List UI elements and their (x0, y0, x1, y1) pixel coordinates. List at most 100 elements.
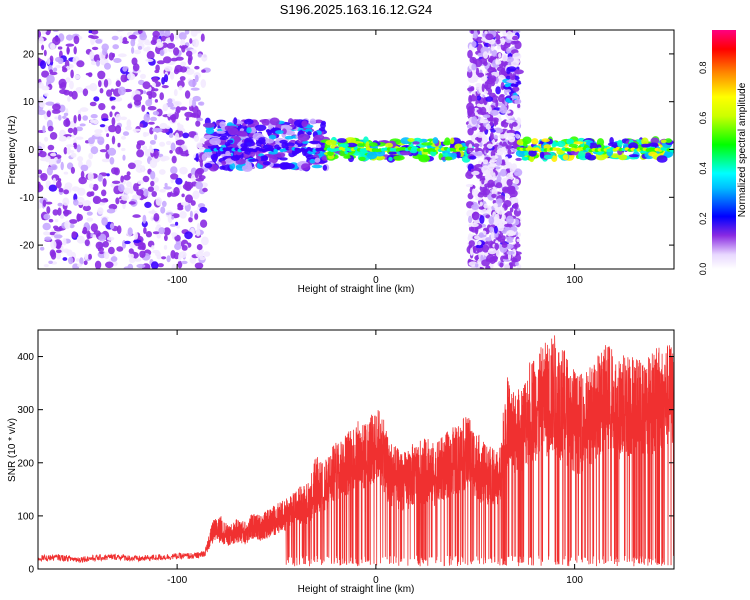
spectrogram-cell (469, 56, 477, 64)
spectrogram-cell (219, 165, 226, 170)
spectrogram-cell (470, 247, 474, 256)
spectrogram-cell (65, 43, 75, 47)
spectrogram-cell (284, 130, 296, 136)
spectrogram-cell (128, 253, 134, 259)
spectrogram-cell (49, 55, 54, 63)
spectrogram-cell (101, 189, 107, 197)
spectrogram-cell (161, 200, 167, 207)
spectrogram-cell (126, 119, 132, 128)
spectrogram-cell (470, 86, 475, 91)
spectrogram-cell (476, 131, 485, 138)
spectrogram-cell (106, 208, 116, 214)
spectrogram-ytick-label: 10 (23, 97, 35, 108)
spectrogram-cell (79, 107, 89, 112)
spectrogram-cell (500, 59, 508, 67)
spectrogram-cell (169, 149, 173, 154)
spectrogram-cell (327, 151, 334, 156)
spectrogram-cell (307, 131, 312, 136)
spectrogram-cell (485, 33, 494, 41)
spectrogram-cell (508, 188, 514, 195)
spectrogram-cell (148, 93, 153, 100)
spectrogram-cell (275, 130, 284, 135)
spectrogram-cell (189, 38, 193, 44)
spectrogram-marks (38, 30, 674, 269)
spectrogram-cell (68, 91, 74, 97)
spectrogram-cell (63, 112, 69, 116)
spectrogram-cell (69, 150, 75, 153)
spectrogram-cell (77, 235, 85, 242)
spectrogram-cell (55, 241, 62, 250)
spectrogram-cell (512, 40, 520, 44)
spectrogram-cell (50, 240, 57, 249)
spectrogram-cell (513, 168, 523, 177)
spectrogram-cell (171, 155, 177, 164)
spectrogram-cell (133, 239, 142, 244)
spectrogram-cell (279, 139, 288, 144)
spectrogram-cell (151, 191, 157, 197)
spectrogram-cell (46, 110, 51, 118)
spectrogram-cell (479, 119, 489, 124)
snr-xtick-label: 0 (373, 575, 379, 586)
spectrogram-cell (498, 52, 502, 59)
spectrogram-cell (531, 138, 539, 145)
spectrogram-cell (195, 30, 202, 34)
spectrogram-cell (179, 66, 188, 73)
spectrogram-cell (236, 130, 248, 137)
spectrogram-cell (128, 248, 134, 254)
spectrogram-cell (71, 186, 80, 192)
spectrogram-cell (506, 230, 515, 237)
spectrogram-cell (500, 37, 506, 46)
spectrogram-cell (44, 236, 52, 241)
spectrogram-cell (511, 30, 521, 34)
spectrogram-cell (60, 161, 64, 171)
spectrogram-cell (73, 127, 78, 136)
spectrogram-cell (176, 224, 181, 229)
spectrogram-cell (97, 70, 106, 80)
spectrogram-cell (283, 162, 290, 169)
spectrogram-cell (618, 154, 628, 161)
spectrogram-cell (136, 140, 146, 146)
snr-ylabel: SNR (10 * v/v) (7, 418, 18, 482)
spectrogram-cell (478, 232, 484, 239)
spectrogram-cell (77, 156, 84, 162)
spectrogram-cell (471, 63, 477, 71)
spectrogram-cell (385, 142, 393, 148)
spectrogram-cell (150, 170, 156, 180)
spectrogram-cell (487, 179, 495, 188)
spectrogram-cell (134, 231, 139, 241)
spectrogram-cell (71, 231, 77, 239)
spectrogram-cell (195, 120, 201, 127)
spectrogram-cell (314, 119, 323, 124)
spectrogram-cell (133, 49, 142, 55)
spectrogram-cell (106, 89, 113, 97)
spectrogram-cell (98, 233, 107, 242)
spectrogram-cell (495, 58, 499, 65)
spectrogram-cell (200, 219, 208, 228)
spectrogram-cell (134, 258, 142, 262)
spectrogram-cell (147, 106, 157, 111)
spectrogram-cell (142, 175, 150, 183)
spectrogram-cell (170, 72, 175, 80)
spectrogram-cell (169, 32, 175, 42)
spectrogram-cell (248, 158, 259, 162)
spectrogram-cell (505, 119, 515, 124)
spectrogram-cell (47, 144, 55, 151)
spectrogram-cell (153, 213, 160, 222)
snr-panel: -100 0 100 0 100 200 300 400 Height of straight… (7, 329, 675, 595)
spectrogram-cell (132, 214, 141, 218)
spectrogram-cell (510, 95, 520, 99)
spectrogram-cell (489, 120, 494, 127)
spectrogram-cell (501, 146, 507, 153)
spectrogram-cell (467, 192, 474, 200)
spectrogram-cell (89, 51, 95, 60)
spectrogram-cell (88, 152, 94, 160)
spectrogram-cell (188, 217, 193, 223)
spectrogram-cell (82, 205, 91, 212)
spectrogram-cell (490, 155, 499, 160)
spectrogram-cell (177, 260, 183, 269)
spectrogram-cell (108, 246, 115, 255)
spectrogram-cell (175, 146, 184, 155)
spectrogram-cell (161, 85, 169, 89)
spectrogram-cell (91, 46, 99, 51)
spectrogram-cell (529, 155, 535, 163)
